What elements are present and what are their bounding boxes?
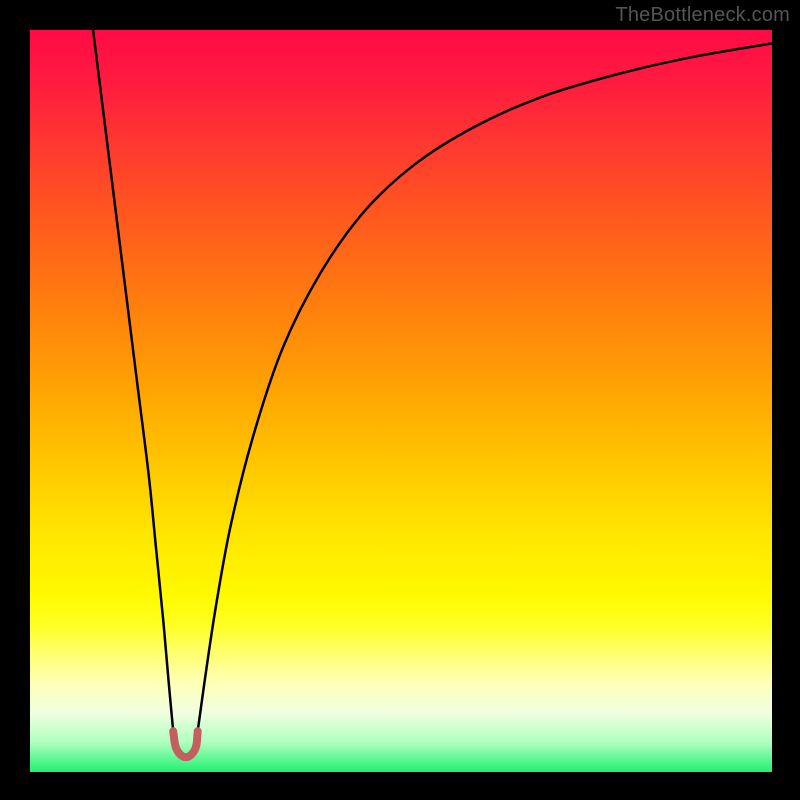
bottleneck-chart	[0, 0, 800, 800]
watermark-text: TheBottleneck.com	[615, 4, 790, 27]
chart-container: { "watermark": { "text": "TheBottleneck.…	[0, 0, 800, 800]
gradient-background	[30, 30, 772, 772]
